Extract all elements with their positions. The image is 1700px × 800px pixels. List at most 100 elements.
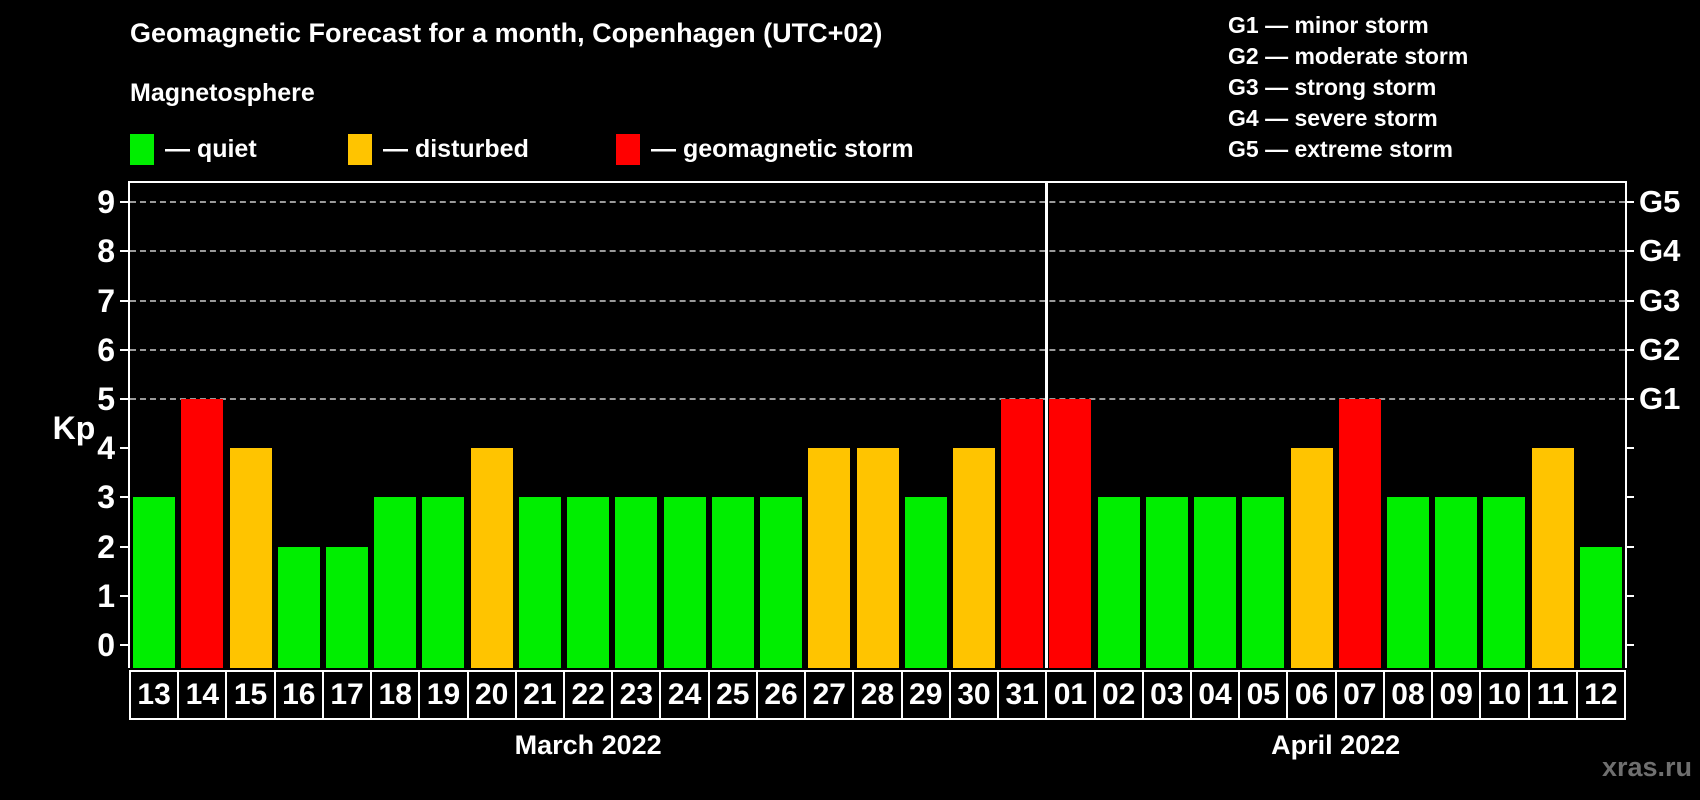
bar-day-11 [1531,448,1574,668]
day-cell-24: 24 [659,670,710,720]
month-label-march: March 2022 [514,730,662,760]
day-cell-09: 09 [1431,670,1482,720]
disturbed-color-swatch [348,133,372,165]
month-separator [1044,183,1048,668]
y-tick-label-9: 9 [97,184,115,221]
y-tick-label-6: 6 [97,331,115,368]
gridline-kp9 [130,201,1625,204]
day-cell-17: 17 [321,670,373,720]
day-cell-02: 02 [1093,670,1144,720]
bar-day-06 [1290,448,1333,668]
storm-color-swatch [616,133,640,165]
day-cell-08: 08 [1382,670,1434,720]
day-cell-14: 14 [177,670,228,720]
day-cell-11: 11 [1527,670,1578,720]
bar-day-05 [1242,497,1285,668]
day-cell-18: 18 [370,670,421,720]
bar-day-03 [1145,497,1188,668]
bar-day-25 [711,497,754,668]
bar-day-18 [374,497,417,668]
legend-item-disturbed: — disturbed [348,133,529,165]
day-cell-12: 12 [1575,670,1626,720]
bar-day-08 [1386,497,1429,668]
day-cell-07: 07 [1334,670,1385,720]
g5-legend-line: G5 — extreme storm [1228,136,1453,162]
legend-label-disturbed: — disturbed [383,134,529,163]
g-axis-label-g2: G2 [1639,331,1681,367]
bar-day-07 [1338,399,1381,668]
bar-day-17 [326,546,369,668]
day-cell-25: 25 [707,670,758,720]
legend-item-quiet: — quiet [130,133,257,165]
g-axis-label-g5: G5 [1639,184,1681,220]
bar-day-20 [470,448,513,668]
plot-area [130,183,1625,668]
day-cell-21: 21 [514,670,566,720]
gridline-kp7 [130,299,1625,302]
bar-day-29 [904,497,947,668]
bar-day-16 [277,546,320,668]
day-cell-04: 04 [1189,670,1241,720]
g3-legend-line: G3 — strong storm [1228,74,1437,100]
bar-day-27 [808,448,851,668]
day-cell-16: 16 [273,670,324,720]
bar-day-21 [518,497,561,668]
day-cell-13: 13 [129,670,180,720]
day-cell-15: 15 [225,670,276,720]
day-cell-05: 05 [1238,670,1289,720]
chart-subtitle: Magnetosphere [130,79,315,107]
y-tick-label-3: 3 [97,479,115,516]
g1-legend-line: G1 — minor storm [1228,12,1429,38]
day-cell-27: 27 [804,670,855,720]
bar-day-15 [229,448,272,668]
day-cell-30: 30 [948,670,1000,720]
g-axis-label-g3: G3 [1639,282,1681,318]
day-cell-22: 22 [563,670,614,720]
bar-day-14 [181,399,224,668]
legend-label-storm: — geomagnetic storm [651,134,914,163]
g2-legend-line: G2 — moderate storm [1228,43,1469,69]
y-tick-label-8: 8 [97,233,115,270]
bar-day-31 [1001,399,1044,668]
day-cell-01: 01 [1045,670,1096,720]
day-cell-03: 03 [1141,670,1192,720]
bar-day-01 [1049,399,1092,668]
bar-day-22 [567,497,610,668]
g-scale-legend: G1 — minor storm G2 — moderate storm G3 … [1228,10,1468,165]
bar-day-09 [1435,497,1478,668]
bar-day-12 [1579,546,1622,668]
month-label-april: April 2022 [1271,730,1401,760]
day-cell-26: 26 [755,670,807,720]
bar-day-04 [1194,497,1237,668]
y-tick-label-2: 2 [97,528,115,565]
bar-day-10 [1483,497,1526,668]
y-tick-label-7: 7 [97,282,115,319]
y-tick-label-0: 0 [97,627,115,663]
g-axis-label-g4: G4 [1639,233,1681,269]
quiet-color-swatch [130,133,154,165]
bar-day-30 [952,448,995,668]
day-cell-10: 10 [1479,670,1530,720]
bar-day-26 [760,497,803,668]
bar-day-13 [133,497,176,668]
y-tick-label-1: 1 [97,577,115,614]
gridline-kp6 [130,348,1625,351]
day-cell-19: 19 [418,670,469,720]
plot-frame [128,181,1627,668]
day-cell-31: 31 [997,670,1048,720]
legend-item-storm: — geomagnetic storm [616,133,914,165]
bar-day-28 [856,448,899,668]
g-axis-label-g1: G1 [1639,381,1681,416]
g4-legend-line: G4 — severe storm [1228,105,1438,131]
day-cell-29: 29 [900,670,951,720]
watermark: xras.ru [1601,752,1692,782]
day-cell-06: 06 [1286,670,1337,720]
bar-day-23 [615,497,658,668]
bar-day-02 [1097,497,1140,668]
legend-label-quiet: — quiet [165,134,257,163]
day-cell-23: 23 [611,670,662,720]
chart-title: Geomagnetic Forecast for a month, Copenh… [130,18,883,48]
bar-day-24 [663,497,706,668]
bar-day-19 [422,497,465,668]
